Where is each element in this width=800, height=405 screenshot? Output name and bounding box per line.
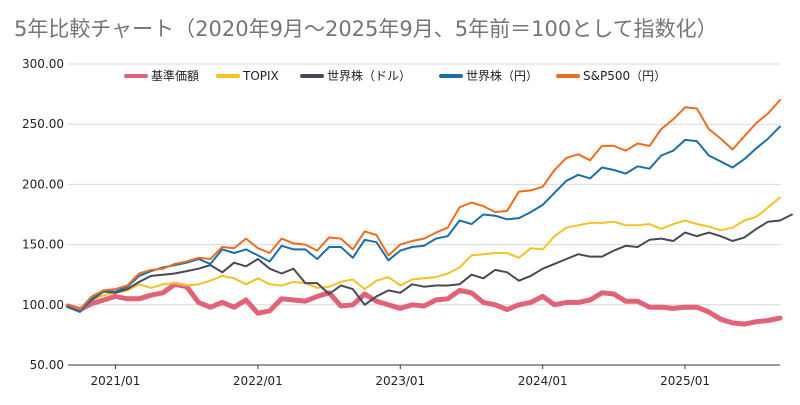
series-layer (65, 99, 793, 327)
legend-label-3: 世界株（円） (466, 68, 538, 83)
y-tick-label: 150.00 (22, 238, 64, 252)
y-axis-ticks: 50.00 100.00 150.00 200.00 250.00 300.00 (22, 57, 64, 372)
legend-label-0: 基準価額 (151, 68, 199, 83)
legend-label-4: S&P500（円） (583, 69, 666, 83)
series-line-3 (67, 125, 781, 313)
chart-title: 5年比較チャート（2020年9月～2025年9月、5年前＝100として指数化） (14, 17, 718, 41)
y-tick-label: 100.00 (22, 298, 64, 312)
x-tick-label: 2022/01 (233, 374, 283, 388)
series-line-0 (65, 281, 783, 327)
series-line-1 (67, 196, 781, 311)
y-tick-label: 300.00 (22, 57, 64, 71)
series-line-4 (67, 99, 781, 311)
y-tick-label: 50.00 (30, 358, 64, 372)
legend-label-2: 世界株（ドル） (327, 68, 411, 83)
y-tick-label: 250.00 (22, 117, 64, 131)
grid-layer (68, 63, 780, 366)
legend: 基準価額 TOPIX 世界株（ドル） 世界株（円） S&P500（円） (124, 68, 666, 83)
x-tick-label: 2024/01 (518, 374, 568, 388)
x-axis-ticks: 2021/01 2022/01 2023/01 2024/01 2025/01 (91, 365, 710, 388)
x-tick-label: 2023/01 (375, 374, 425, 388)
x-tick-label: 2025/01 (660, 374, 710, 388)
y-tick-label: 200.00 (22, 177, 64, 191)
x-tick-label: 2021/01 (91, 374, 141, 388)
series-line-2 (67, 213, 793, 312)
legend-label-1: TOPIX (242, 69, 279, 83)
